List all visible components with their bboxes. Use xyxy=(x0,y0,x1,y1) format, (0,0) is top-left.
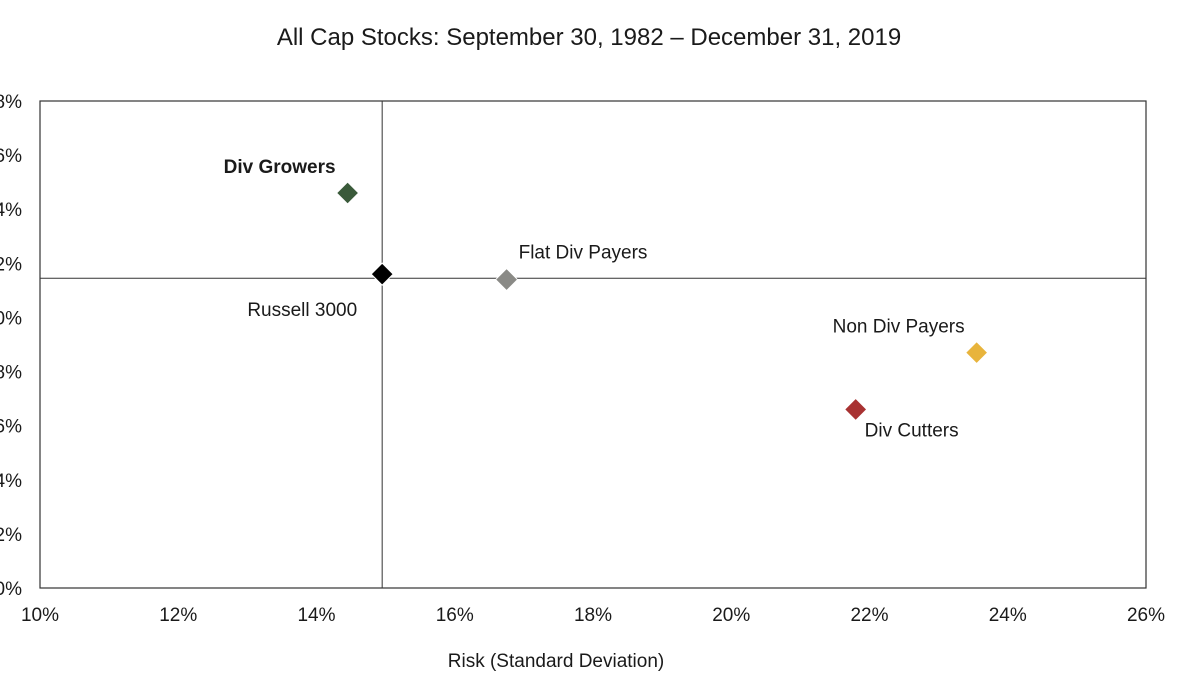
x-tick-label: 16% xyxy=(436,605,474,626)
x-tick-label: 12% xyxy=(159,605,197,626)
x-tick-label: 26% xyxy=(1127,605,1165,626)
x-tick-label: 14% xyxy=(297,605,335,626)
data-point-label: Non Div Payers xyxy=(833,317,965,338)
data-point-marker xyxy=(494,267,519,292)
x-tick-label: 20% xyxy=(712,605,750,626)
data-point-marker xyxy=(335,181,360,205)
y-tick-label: 2% xyxy=(0,525,22,546)
y-axis-ticks: 0% 2% 4% 6% 8% 10% 12% 14% 16% 18% xyxy=(0,92,22,600)
data-point-marker xyxy=(964,340,989,365)
x-tick-label: 24% xyxy=(989,605,1027,626)
reference-lines xyxy=(40,101,1146,588)
y-tick-label: 0% xyxy=(0,579,22,600)
x-tick-label: 22% xyxy=(850,605,888,626)
data-point-label: Div Cutters xyxy=(865,420,959,441)
y-tick-label: 6% xyxy=(0,417,22,438)
x-axis-ticks: 10% 12% 14% 16% 18% 20% 22% 24% 26% xyxy=(21,605,1165,626)
y-tick-label: 8% xyxy=(0,363,22,384)
y-tick-label: 12% xyxy=(0,254,22,275)
y-tick-label: 10% xyxy=(0,308,22,329)
data-point-marker xyxy=(370,262,394,286)
data-points: Div Growers Russell 3000 Flat Div Payers No… xyxy=(224,157,989,441)
data-point-label: Div Growers xyxy=(224,157,336,178)
x-tick-label: 18% xyxy=(574,605,612,626)
plot-area-frame xyxy=(39,100,1147,589)
y-tick-label: 14% xyxy=(0,200,22,221)
x-tick-label: 10% xyxy=(21,605,59,626)
y-tick-label: 4% xyxy=(0,471,22,492)
data-point-label: Flat Div Payers xyxy=(519,243,648,264)
y-tick-label: 18% xyxy=(0,92,22,113)
x-axis-label: Risk (Standard Deviation) xyxy=(448,651,664,672)
data-point-marker xyxy=(843,397,868,422)
chart-title: All Cap Stocks: September 30, 1982 – Dec… xyxy=(277,24,901,51)
data-point-label: Russell 3000 xyxy=(247,300,357,321)
y-tick-label: 16% xyxy=(0,146,22,167)
